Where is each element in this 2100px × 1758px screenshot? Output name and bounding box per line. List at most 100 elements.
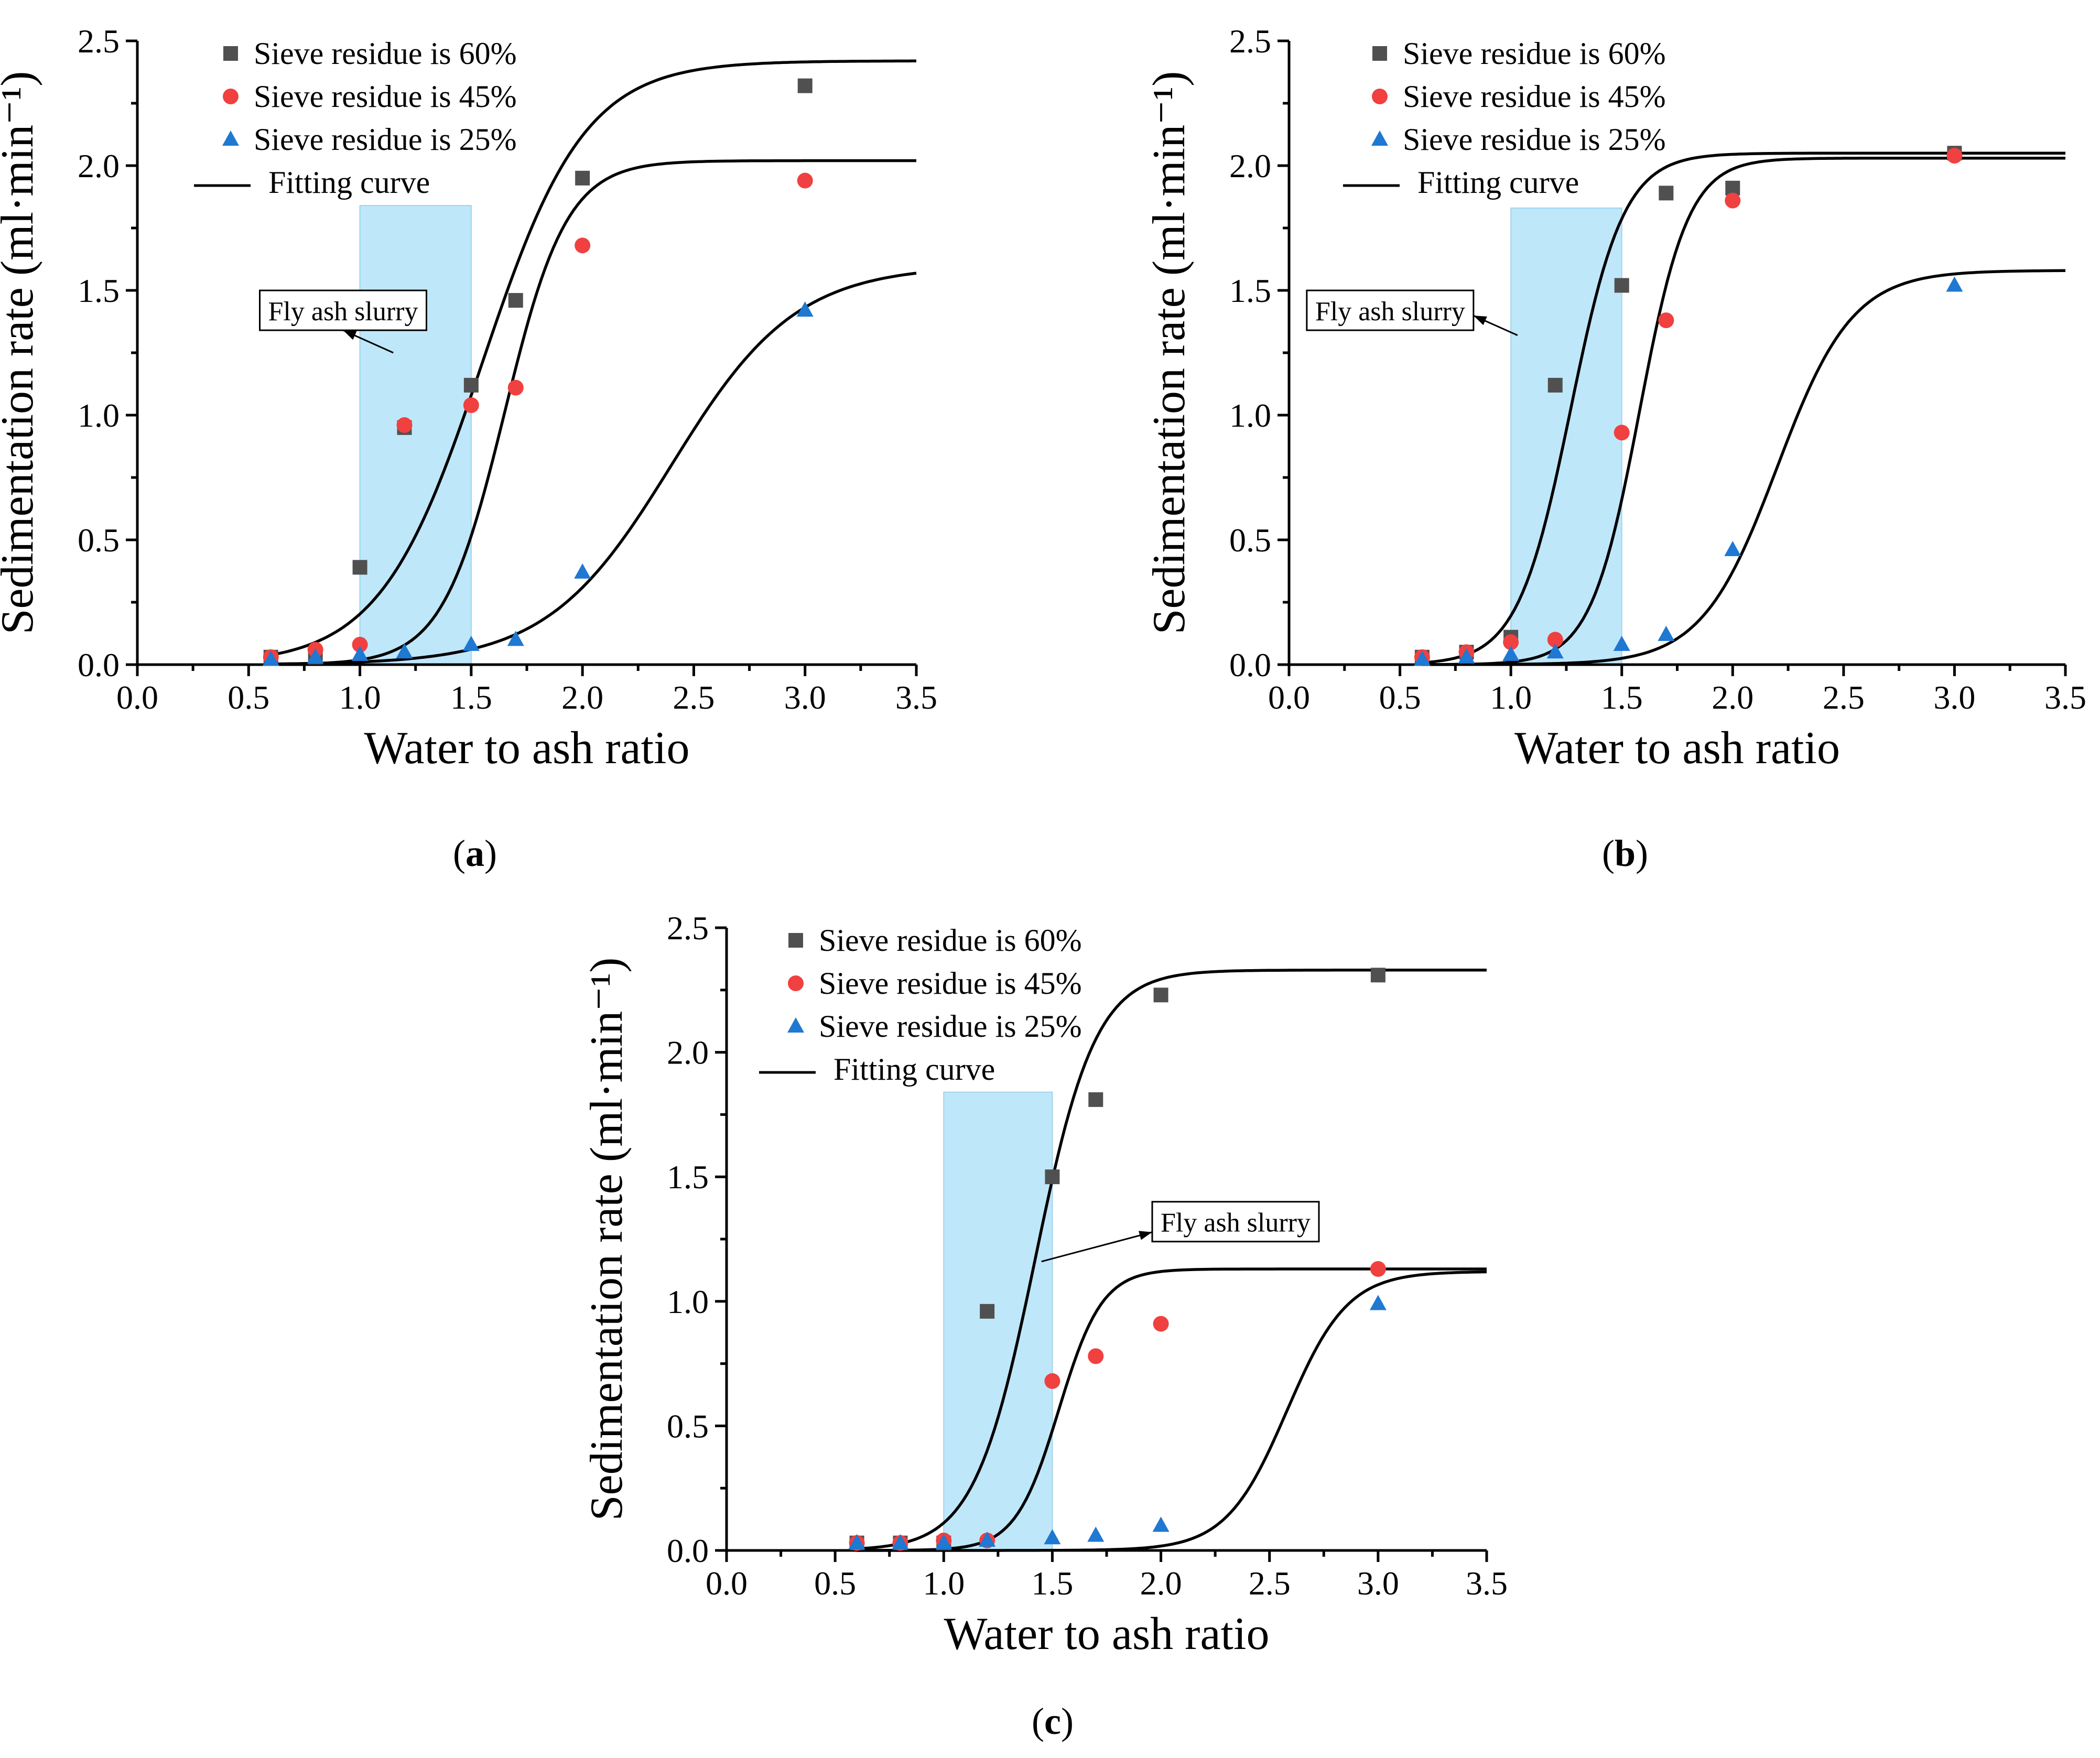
fitting-curve (270, 59, 916, 657)
data-point-triangle (396, 643, 413, 659)
annotation-label: Fly ash slurry (1161, 1208, 1311, 1238)
legend-marker (222, 131, 239, 146)
y-tick-label: 1.5 (1229, 272, 1271, 309)
y-tick-label: 0.0 (1229, 646, 1271, 683)
panel-caption: (b) (1602, 832, 1648, 874)
y-tick-label: 1.0 (1229, 397, 1271, 434)
x-tick-label: 1.0 (339, 679, 381, 716)
y-tick-label: 2.0 (667, 1034, 709, 1071)
x-tick-label: 3.5 (1466, 1565, 1508, 1602)
legend-label: Sieve residue is 25% (254, 122, 517, 157)
x-tick-label: 2.5 (1249, 1565, 1291, 1602)
y-tick-label: 0.5 (1229, 522, 1271, 559)
data-point-triangle (574, 563, 591, 579)
legend-label: Fitting curve (833, 1052, 995, 1087)
data-point-circle (396, 417, 413, 433)
data-point-circle (352, 636, 368, 653)
fitting-curve (270, 272, 917, 666)
data-point-triangle (507, 631, 524, 646)
data-point-square (1045, 1169, 1060, 1185)
chart-panel-b: 0.0 0.5 1.0 1.5 2.0 2.5 3.0 3.5 0.0 0.5 1.0 1.5 2.0 2… (1144, 23, 2086, 874)
data-point-triangle (351, 645, 369, 661)
data-point-triangle (979, 1531, 996, 1547)
data-point-square (1614, 278, 1629, 293)
data-point-square (797, 78, 813, 93)
data-point-circle (1503, 634, 1519, 650)
data-point-circle (1614, 425, 1630, 441)
y-tick-label: 0.5 (667, 1407, 709, 1445)
y-tick-label: 1.5 (78, 272, 120, 309)
x-tick-label: 3.5 (895, 679, 937, 716)
data-point-triangle (1044, 1529, 1061, 1545)
data-point-circle (1547, 632, 1563, 648)
x-tick-label: 0.5 (1379, 679, 1421, 716)
annotation-arrowhead (343, 330, 357, 340)
data-point-triangle (262, 650, 279, 666)
data-point-triangle (462, 635, 480, 651)
x-axis-title: Water to ash ratio (1514, 723, 1840, 774)
y-tick-label: 2.5 (667, 909, 709, 947)
x-axis-title: Water to ash ratio (364, 723, 690, 774)
data-point-square (1153, 987, 1168, 1003)
legend-label: Sieve residue is 60% (819, 923, 1082, 958)
fitting-curve (1422, 269, 2065, 666)
y-tick-label: 0.0 (667, 1532, 709, 1569)
x-tick-label: 3.0 (784, 679, 826, 716)
legend-label: Sieve residue is 60% (1403, 36, 1666, 71)
annotation-label: Fly ash slurry (1315, 297, 1465, 327)
x-tick-label: 0.0 (706, 1565, 748, 1602)
legend-label: Fitting curve (268, 165, 430, 200)
panel-caption: (c) (1032, 1700, 1074, 1742)
x-tick-label: 0.0 (1268, 679, 1310, 716)
legend-label: Sieve residue is 25% (819, 1009, 1082, 1044)
fitting-curve (857, 1270, 1487, 1552)
data-point-triangle (892, 1534, 909, 1549)
legend-marker (1372, 46, 1387, 61)
x-tick-label: 2.0 (561, 679, 603, 716)
chart-panel-a: 0.0 0.5 1.0 1.5 2.0 2.5 3.0 3.5 0.0 0.5 1.0 1.5 2.0 2… (0, 23, 937, 874)
data-point-triangle (848, 1534, 865, 1549)
annotation-box (1151, 1201, 1320, 1243)
data-point-circle (1725, 192, 1741, 209)
legend-marker (788, 933, 803, 948)
panel-caption: (a) (453, 832, 497, 874)
data-point-circle (507, 379, 524, 396)
x-tick-label: 2.0 (1140, 1565, 1182, 1602)
data-point-circle (575, 237, 591, 254)
data-point-triangle (1724, 541, 1741, 557)
legend-marker (787, 1017, 804, 1033)
y-axis-title: Sedimentation rate (ml·min⁻¹) (0, 71, 43, 635)
legend-marker (223, 89, 239, 104)
data-point-square (1547, 377, 1563, 393)
data-point-circle (797, 172, 813, 189)
legend-label: Fitting curve (1417, 165, 1579, 200)
data-point-square (463, 377, 479, 393)
y-tick-label: 2.0 (78, 147, 120, 185)
x-tick-label: 0.5 (814, 1565, 856, 1602)
data-point-triangle (1946, 276, 1963, 292)
x-tick-label: 1.5 (1031, 1565, 1073, 1602)
x-tick-label: 1.5 (1601, 679, 1643, 716)
x-tick-label: 1.0 (923, 1565, 965, 1602)
data-point-square (1088, 1092, 1103, 1107)
annotation-box (259, 289, 428, 331)
x-tick-label: 0.0 (116, 679, 158, 716)
data-point-triangle (1458, 648, 1475, 664)
legend-label: Sieve residue is 60% (254, 36, 517, 71)
y-tick-label: 1.5 (667, 1158, 709, 1196)
y-tick-label: 2.0 (1229, 147, 1271, 185)
y-tick-label: 0.5 (78, 522, 120, 559)
data-point-square (575, 170, 590, 186)
data-point-triangle (796, 301, 814, 317)
x-tick-label: 3.0 (1357, 1565, 1399, 1602)
data-point-circle (1370, 1261, 1386, 1277)
x-tick-label: 2.0 (1712, 679, 1753, 716)
legend-marker (1371, 131, 1388, 146)
data-point-circle (463, 397, 479, 413)
x-tick-label: 3.0 (1933, 679, 1975, 716)
legend-marker (1372, 89, 1388, 104)
x-tick-label: 1.5 (450, 679, 492, 716)
x-tick-label: 0.5 (228, 679, 269, 716)
fly-ash-slurry-region (359, 205, 472, 666)
